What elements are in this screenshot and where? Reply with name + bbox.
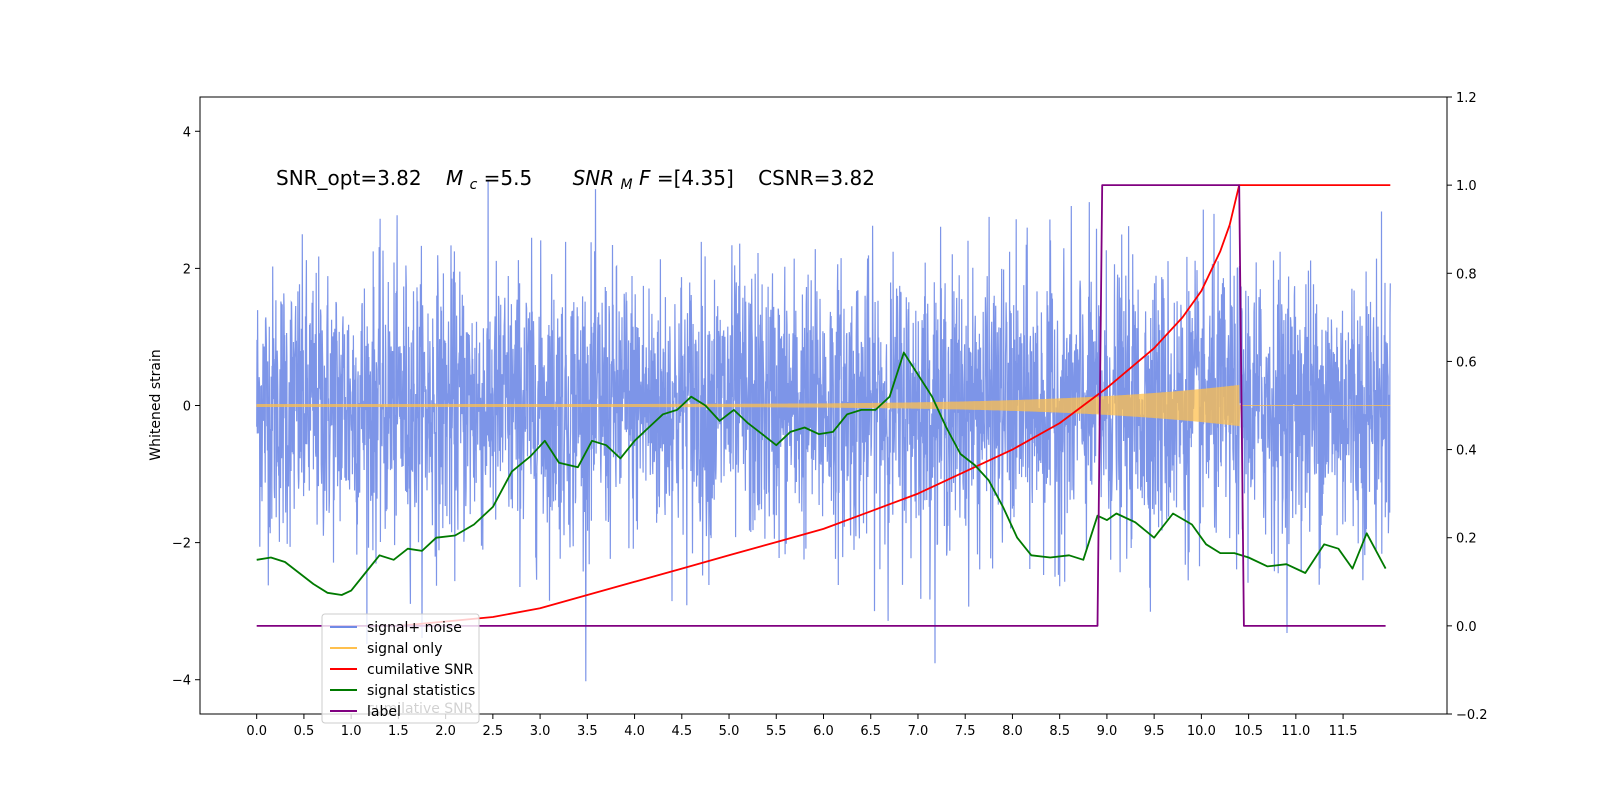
legend-label: cumilative SNR xyxy=(367,662,474,678)
annotation-mc-subscript: c xyxy=(470,177,478,193)
y-axis-right: −0.2 0.0 0.2 0.4 0.6 0.8 1.0 1.2 xyxy=(1447,91,1488,723)
x-tick-label: 2.5 xyxy=(483,724,504,739)
legend-ghost-text: cumilative SNR xyxy=(367,701,474,717)
x-tick-label: 9.5 xyxy=(1144,724,1165,739)
x-tick-label: 5.5 xyxy=(766,724,787,739)
y2-tick-label: 0.2 xyxy=(1456,532,1477,547)
x-tick-label: 8.5 xyxy=(1049,724,1070,739)
y-tick-label: 4 xyxy=(183,125,191,140)
annotation-snr-opt: SNR_opt=3.82 xyxy=(276,166,422,190)
annotation-snrmf-subscript: M xyxy=(621,177,633,193)
y2-tick-label: 0.6 xyxy=(1456,355,1477,370)
legend: cumilative SNR signal+ noise signal only c… xyxy=(321,613,480,724)
y-axis-left: −4 −2 0 2 4 xyxy=(172,125,200,689)
x-tick-label: 9.0 xyxy=(1097,724,1118,739)
y-tick-label: 0 xyxy=(183,400,191,415)
x-tick-label: 7.0 xyxy=(908,724,929,739)
series-cumilative-snr-line xyxy=(398,184,1391,627)
y-axis-label: Whitened strain xyxy=(148,349,164,460)
x-tick-label: 0.5 xyxy=(294,724,315,739)
signal-only-series xyxy=(256,384,1391,427)
x-tick-label: 1.5 xyxy=(388,724,409,739)
signal-only-line xyxy=(256,384,1391,427)
y-tick-label: −2 xyxy=(172,537,191,552)
y2-tick-label: 0.4 xyxy=(1456,444,1477,459)
x-tick-label: 3.5 xyxy=(577,724,598,739)
x-tick-label: 11.5 xyxy=(1329,724,1358,739)
y2-tick-label: 0.0 xyxy=(1456,620,1477,635)
x-tick-label: 4.5 xyxy=(671,724,692,739)
x-tick-label: 10.5 xyxy=(1234,724,1263,739)
legend-label: signal statistics xyxy=(367,683,475,699)
noise-series xyxy=(256,180,1391,682)
x-tick-label: 6.0 xyxy=(813,724,834,739)
annotation: SNR_opt=3.82 M c =5.5 SNR M F =[4.35] CS… xyxy=(276,166,875,194)
x-tick-label: 4.0 xyxy=(624,724,645,739)
x-tick-label: 0.0 xyxy=(246,724,267,739)
x-tick-label: 6.5 xyxy=(860,724,881,739)
x-tick-label: 3.0 xyxy=(530,724,551,739)
annotation-snrmf-symbol: SNR xyxy=(573,166,615,190)
series-signal-statistics-line xyxy=(256,351,1387,596)
series-label-line xyxy=(256,184,1386,627)
x-tick-label: 10.0 xyxy=(1187,724,1216,739)
x-tick-label: 2.0 xyxy=(435,724,456,739)
y2-tick-label: 0.8 xyxy=(1456,267,1477,282)
annotation-snrmf-value: =[4.35] xyxy=(657,166,734,190)
annotation-csnr: CSNR=3.82 xyxy=(758,166,875,190)
legend-box xyxy=(321,613,480,724)
y-tick-label: −4 xyxy=(172,674,191,689)
legend-label: signal+ noise xyxy=(367,620,462,636)
y2-tick-label: 1.2 xyxy=(1456,91,1477,106)
y-tick-label: 2 xyxy=(183,262,191,277)
x-tick-label: 11.0 xyxy=(1281,724,1310,739)
x-tick-label: 5.0 xyxy=(719,724,740,739)
annotation-mc-value: =5.5 xyxy=(484,166,533,190)
annotation-mc-symbol: M xyxy=(446,166,463,190)
legend-label: label xyxy=(367,704,401,720)
y2-tick-label: 1.0 xyxy=(1456,179,1477,194)
x-tick-label: 7.5 xyxy=(955,724,976,739)
noise-line xyxy=(256,180,1391,682)
x-tick-label: 8.0 xyxy=(1002,724,1023,739)
x-axis: 0.0 0.5 1.0 1.5 2.0 2.5 3.0 3.5 4.0 4.5 5.0 5.5 6.0 6… xyxy=(246,714,1358,739)
annotation-snrmf-f: F xyxy=(639,166,651,190)
y2-tick-label: −0.2 xyxy=(1456,708,1488,723)
right-axis-series xyxy=(256,184,1391,627)
legend-label: signal only xyxy=(367,641,442,657)
x-tick-label: 1.0 xyxy=(341,724,362,739)
